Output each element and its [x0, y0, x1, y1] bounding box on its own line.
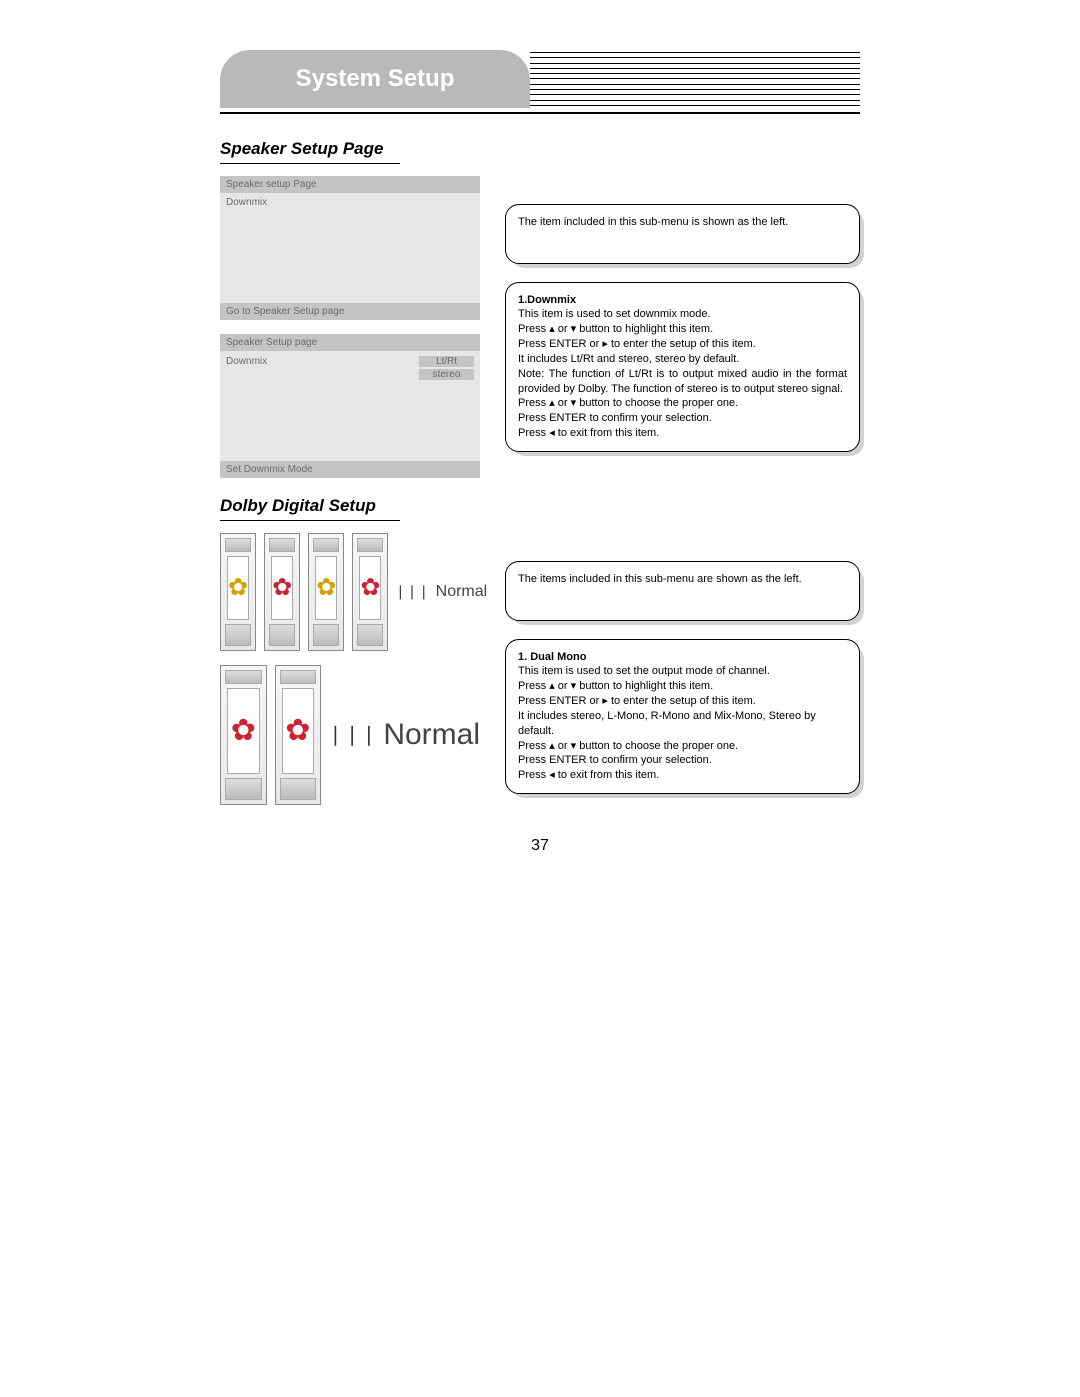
header-lines: [530, 52, 860, 106]
menu2-opt1: Lt/Rt: [419, 356, 474, 367]
page-header: System Setup: [220, 50, 860, 110]
speaker-icon: ✿: [352, 533, 388, 651]
info2-l2: Press ▴ or ▾ button to highlight this it…: [518, 322, 847, 337]
section-title-speaker: Speaker Setup Page: [220, 139, 860, 159]
menu1-footer: Go to Speaker Setup page: [220, 303, 480, 320]
info-box-3: The items included in this sub-menu are …: [505, 561, 860, 621]
normal-label-small: Normal: [436, 583, 488, 601]
speaker-row-1: ✿ ✿ ✿ ✿ ❘❘❘ Normal: [220, 533, 480, 651]
info2-l4: It includes Lt/Rt and stereo, stereo by …: [518, 352, 847, 367]
info2-l7: Press ENTER to confirm your selection.: [518, 411, 847, 426]
info1-text: The item included in this sub-menu is sh…: [518, 216, 788, 228]
info4-l8: Press ◂ to exit from this item.: [518, 768, 847, 783]
menu2-title: Speaker Setup page: [220, 334, 480, 351]
info2-l8: Press ◂ to exit from this item.: [518, 426, 847, 441]
header-title: System Setup: [296, 65, 455, 93]
info4-l6: Press ▴ or ▾ button to choose the proper…: [518, 739, 847, 754]
speaker-icon: ✿: [220, 533, 256, 651]
section-underline: [220, 163, 400, 164]
info4-l3: Press ENTER or ▸ to enter the setup of t…: [518, 694, 847, 709]
wave-icon: ❘❘❘: [327, 722, 377, 747]
speaker-icon: ✿: [220, 665, 267, 805]
info-box-1: The item included in this sub-menu is sh…: [505, 204, 860, 264]
menu-box-1: Speaker setup Page Downmix Go to Speaker…: [220, 176, 480, 320]
speaker-icon: ✿: [264, 533, 300, 651]
info2-l1: This item is used to set downmix mode.: [518, 307, 847, 322]
speaker-icon: ✿: [275, 665, 322, 805]
normal-label-big: Normal: [383, 718, 480, 752]
info-box-2: 1.Downmix This item is used to set downm…: [505, 282, 860, 452]
menu2-footer: Set Downmix Mode: [220, 461, 480, 478]
info4-l2: Press ▴ or ▾ button to highlight this it…: [518, 679, 847, 694]
menu1-title: Speaker setup Page: [220, 176, 480, 193]
info2-l5: Note: The function of Lt/Rt is to output…: [518, 367, 847, 397]
section-title-dolby: Dolby Digital Setup: [220, 496, 860, 516]
info2-l3: Press ENTER or ▸ to enter the setup of t…: [518, 337, 847, 352]
menu1-item: Downmix: [226, 197, 474, 208]
section-underline-2: [220, 520, 400, 521]
menu-box-2: Speaker Setup page Downmix Lt/Rt stereo …: [220, 334, 480, 478]
wave-icon: ❘❘❘: [394, 583, 429, 600]
info4-l4: It includes stereo, L-Mono, R-Mono and M…: [518, 709, 847, 739]
info-box-4: 1. Dual Mono This item is used to set th…: [505, 639, 860, 795]
info4-heading: 1. Dual Mono: [518, 650, 847, 665]
page-number: 37: [220, 837, 860, 855]
info3-text: The items included in this sub-menu are …: [518, 572, 847, 587]
info4-l7: Press ENTER to confirm your selection.: [518, 753, 847, 768]
header-tab: System Setup: [220, 50, 530, 108]
speaker-icon: ✿: [308, 533, 344, 651]
info4-l1: This item is used to set the output mode…: [518, 664, 847, 679]
info2-l6: Press ▴ or ▾ button to choose the proper…: [518, 396, 847, 411]
menu2-item: Downmix: [226, 356, 267, 367]
menu2-opt2: stereo: [419, 369, 474, 380]
info2-heading: 1.Downmix: [518, 293, 847, 308]
header-divider: [220, 112, 860, 114]
speaker-row-2: ✿ ✿ ❘❘❘ Normal: [220, 665, 480, 805]
